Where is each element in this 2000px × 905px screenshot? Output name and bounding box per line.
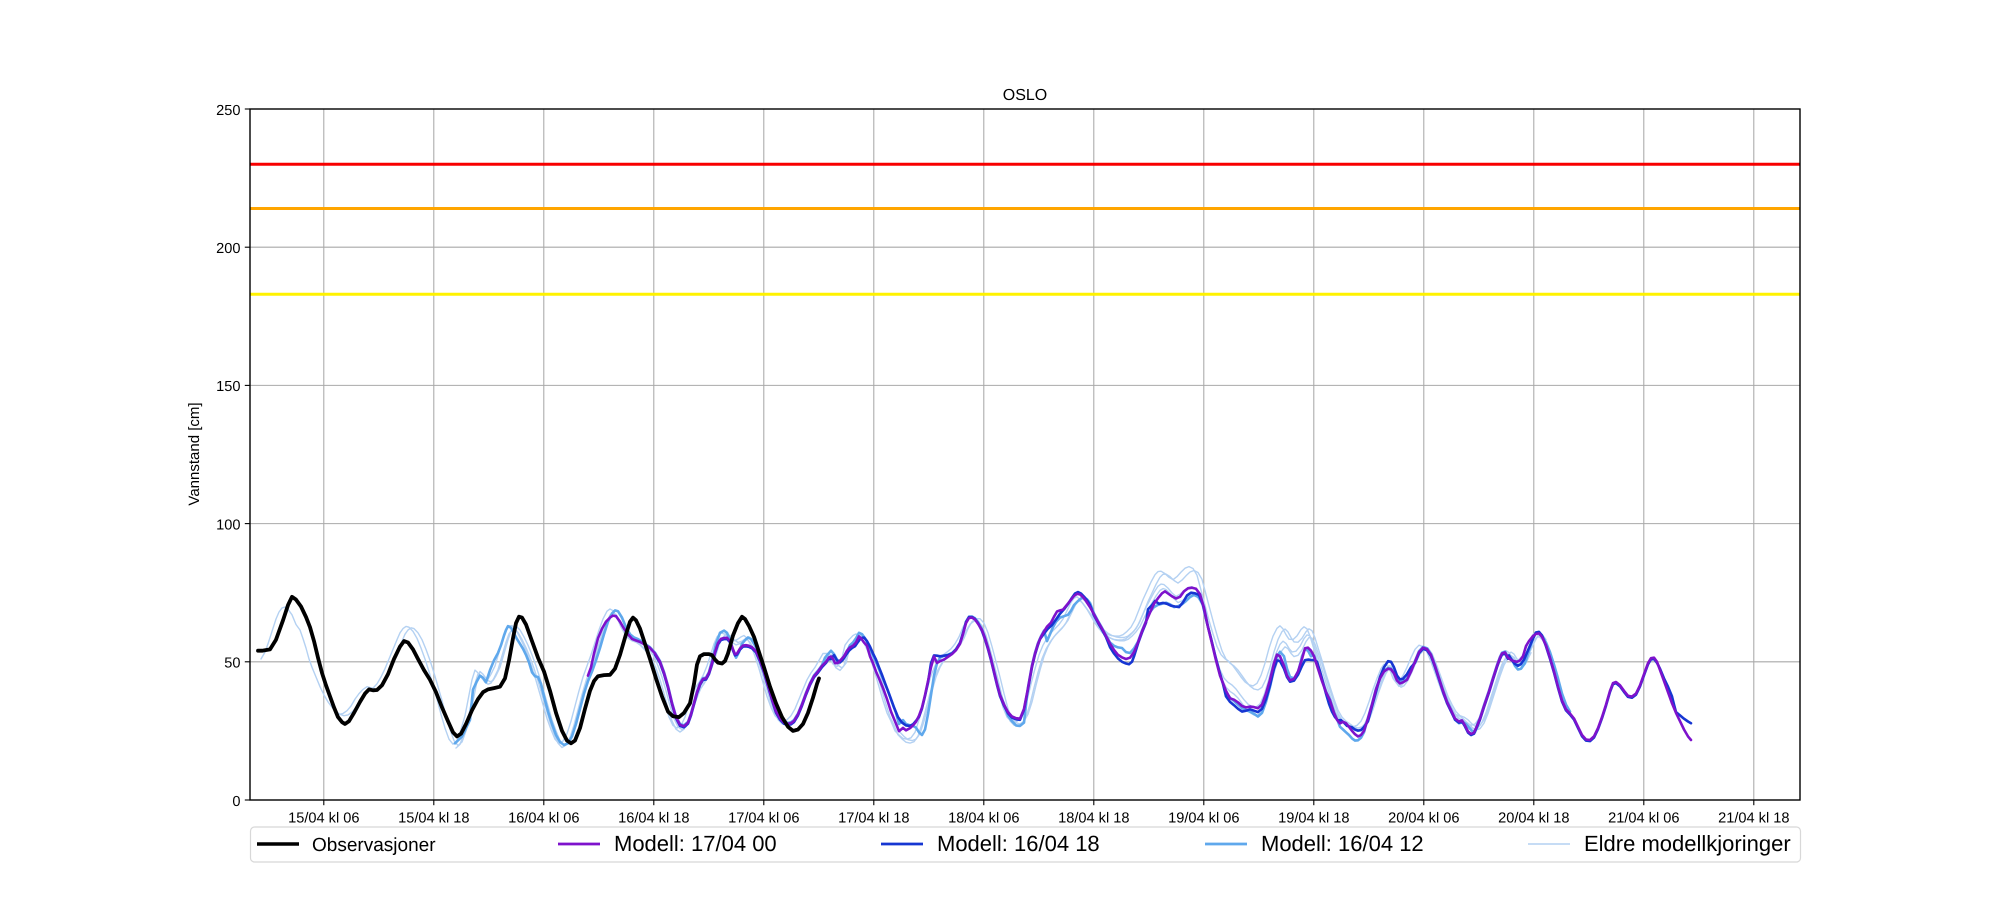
svg-text:21/04 kl 06: 21/04 kl 06 [1608, 811, 1679, 827]
svg-text:17/04 kl 06: 17/04 kl 06 [728, 811, 799, 827]
svg-text:20/04 kl 18: 20/04 kl 18 [1498, 811, 1569, 827]
svg-text:17/04 kl 18: 17/04 kl 18 [838, 811, 909, 827]
svg-text:50: 50 [224, 656, 240, 672]
svg-text:18/04 kl 06: 18/04 kl 06 [948, 811, 1019, 827]
svg-text:250: 250 [216, 103, 240, 119]
svg-text:0: 0 [232, 794, 240, 810]
svg-text:Modell: 16/04 12: Modell: 16/04 12 [1261, 831, 1424, 856]
svg-text:OSLO: OSLO [1003, 87, 1047, 104]
svg-text:21/04 kl 18: 21/04 kl 18 [1718, 811, 1789, 827]
svg-text:Eldre modellkjoringer: Eldre modellkjoringer [1584, 831, 1791, 856]
svg-text:200: 200 [216, 241, 240, 257]
svg-text:Observasjoner: Observasjoner [312, 835, 436, 856]
svg-text:Modell: 16/04 18: Modell: 16/04 18 [937, 831, 1100, 856]
svg-text:150: 150 [216, 379, 240, 395]
svg-text:18/04 kl 18: 18/04 kl 18 [1058, 811, 1129, 827]
svg-text:15/04 kl 18: 15/04 kl 18 [398, 811, 469, 827]
svg-text:Modell: 17/04 00: Modell: 17/04 00 [614, 831, 777, 856]
svg-text:15/04 kl 06: 15/04 kl 06 [288, 811, 359, 827]
svg-text:Vannstand [cm]: Vannstand [cm] [186, 402, 203, 505]
svg-text:16/04 kl 18: 16/04 kl 18 [618, 811, 689, 827]
svg-text:19/04 kl 18: 19/04 kl 18 [1278, 811, 1349, 827]
svg-text:19/04 kl 06: 19/04 kl 06 [1168, 811, 1239, 827]
svg-text:100: 100 [216, 517, 240, 533]
svg-text:16/04 kl 06: 16/04 kl 06 [508, 811, 579, 827]
svg-text:20/04 kl 06: 20/04 kl 06 [1388, 811, 1459, 827]
